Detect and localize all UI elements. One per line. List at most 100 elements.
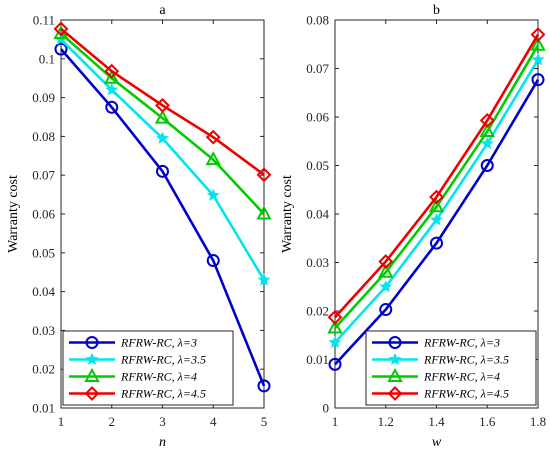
y-tick-label: 0.03 xyxy=(32,323,55,338)
y-tick-label: 0.07 xyxy=(306,61,329,76)
x-tick-label: 1.8 xyxy=(530,414,546,429)
legend-item: RFRW-RC, λ=3.5 xyxy=(69,353,206,367)
data-point xyxy=(155,97,170,113)
data-point xyxy=(430,236,443,250)
chart-panel-b: 0 0.01 0.02 0.03 0.04 0.05 0.06 0.07 0.08 1 1.2 1.4… xyxy=(280,3,546,450)
data-point xyxy=(379,303,393,317)
legend: RFRW-RC, λ=3 RFRW-RC, λ=3.5 RFRW-RC, λ=4 RF… xyxy=(62,330,234,406)
y-tick-label: 0.02 xyxy=(32,362,55,377)
y-tick-label: 0.01 xyxy=(32,401,55,416)
chart-title: b xyxy=(433,3,440,18)
x-tick-label: 1.2 xyxy=(378,414,394,429)
data-point xyxy=(54,42,68,56)
data-point xyxy=(531,73,545,87)
series-1 xyxy=(328,73,545,371)
legend-label: RFRW-RC, λ=3 xyxy=(120,336,197,350)
y-tick-label: 0.07 xyxy=(32,168,55,183)
x-tick-label: 5 xyxy=(261,414,268,429)
x-tick-label: 1.6 xyxy=(479,414,496,429)
legend-marker xyxy=(387,386,403,401)
series-4 xyxy=(327,27,546,325)
y-axis-label: Warranty cost xyxy=(6,175,21,253)
data-point xyxy=(105,100,119,114)
x-axis-label: n xyxy=(159,435,166,450)
data-point xyxy=(378,263,394,278)
y-tick-label: 0.04 xyxy=(306,207,329,222)
legend-label: RFRW-RC, λ=3.5 xyxy=(120,353,206,367)
y-tick-label: 0.08 xyxy=(306,13,329,28)
data-point xyxy=(530,27,546,42)
data-point xyxy=(206,254,220,268)
y-tick-label: 0.04 xyxy=(32,284,55,299)
legend-marker xyxy=(84,386,100,401)
y-tick-label: 0.01 xyxy=(306,352,329,367)
data-point xyxy=(257,273,271,286)
series-4 xyxy=(53,21,272,183)
data-point xyxy=(256,205,272,220)
legend-marker xyxy=(388,352,402,366)
legend-item: RFRW-RC, λ=3 xyxy=(372,336,500,350)
data-point xyxy=(105,83,119,96)
legend-item: RFRW-RC, λ=4.5 xyxy=(372,386,509,401)
y-tick-label: 0.1 xyxy=(39,51,55,66)
y-tick-label: 0.09 xyxy=(32,90,55,105)
legend-marker xyxy=(85,336,99,349)
data-point xyxy=(154,109,171,124)
legend-label: RFRW-RC, λ=4.5 xyxy=(423,387,509,401)
x-tick-label: 2 xyxy=(109,414,116,429)
legend-marker xyxy=(387,367,403,382)
series-2 xyxy=(54,32,271,286)
series-line xyxy=(334,44,540,329)
data-point xyxy=(256,167,272,183)
data-point xyxy=(430,213,443,226)
x-axis-label: w xyxy=(432,435,442,450)
legend-label: RFRW-RC, λ=4 xyxy=(120,370,197,384)
data-point xyxy=(156,131,169,144)
legend-label: RFRW-RC, λ=4.5 xyxy=(120,387,206,401)
y-tick-label: 0.02 xyxy=(306,304,329,319)
y-tick-label: 0.05 xyxy=(32,245,55,260)
legend-item: RFRW-RC, λ=4 xyxy=(69,367,197,384)
data-point xyxy=(156,164,169,178)
legend-item: RFRW-RC, λ=4.5 xyxy=(69,386,206,401)
series-line xyxy=(334,78,540,366)
data-point xyxy=(53,21,69,37)
series-line xyxy=(60,32,265,215)
series-2 xyxy=(328,52,545,349)
legend: RFRW-RC, λ=3 RFRW-RC, λ=3.5 RFRW-RC, λ=4 RF… xyxy=(365,330,537,406)
x-tick-label: 1 xyxy=(58,414,65,429)
x-tick-label: 3 xyxy=(159,414,166,429)
legend-label: RFRW-RC, λ=3.5 xyxy=(423,353,509,367)
data-point xyxy=(327,309,343,325)
data-point xyxy=(104,69,120,84)
y-tick-label: 0.06 xyxy=(306,110,329,125)
x-tick-label: 1 xyxy=(332,414,339,429)
chart-title: a xyxy=(159,3,166,18)
data-point xyxy=(531,52,545,66)
data-point xyxy=(379,279,393,293)
data-point xyxy=(328,357,342,371)
data-point xyxy=(205,151,221,166)
y-tick-label: 0 xyxy=(323,401,330,416)
y-tick-label: 0.11 xyxy=(33,13,55,28)
data-point xyxy=(257,379,271,393)
data-point xyxy=(429,189,444,205)
legend-item: RFRW-RC, λ=3 xyxy=(69,336,197,350)
data-point xyxy=(480,136,494,150)
series-line xyxy=(60,27,265,176)
y-tick-label: 0.03 xyxy=(306,255,329,270)
data-point xyxy=(378,254,394,269)
legend-item: RFRW-RC, λ=4 xyxy=(372,367,500,384)
series-line xyxy=(334,33,540,319)
series-line xyxy=(60,48,266,387)
data-point xyxy=(327,319,343,334)
series-1 xyxy=(54,42,271,393)
y-tick-label: 0.08 xyxy=(32,129,55,144)
data-point xyxy=(479,122,495,138)
y-tick-label: 0.06 xyxy=(32,207,55,222)
legend-marker xyxy=(388,336,402,349)
data-point xyxy=(530,36,546,51)
series-3 xyxy=(327,36,546,334)
data-point xyxy=(479,112,495,128)
